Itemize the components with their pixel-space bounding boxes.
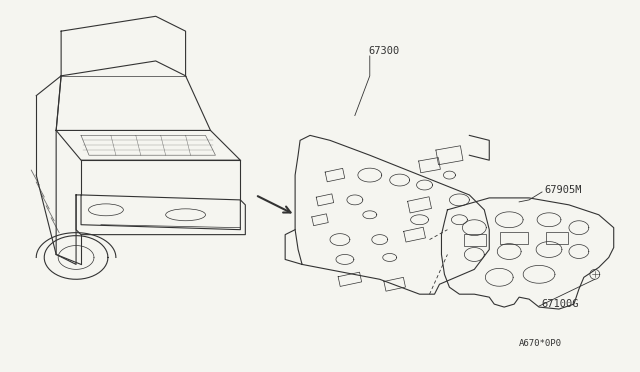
Text: 67100G: 67100G xyxy=(541,299,579,309)
Text: 67300: 67300 xyxy=(369,46,400,56)
Bar xyxy=(500,232,528,244)
Text: A670*0P0: A670*0P0 xyxy=(519,339,562,348)
Text: 67905M: 67905M xyxy=(544,185,582,195)
Bar xyxy=(465,234,486,246)
Bar xyxy=(546,232,568,244)
